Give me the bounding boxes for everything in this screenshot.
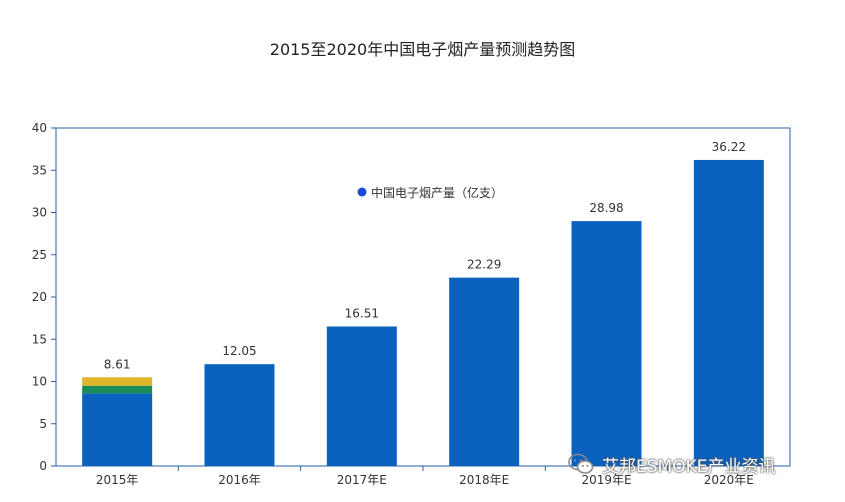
bar <box>449 277 520 466</box>
x-tick-label: 2016年 <box>218 473 261 487</box>
data-label: 16.51 <box>345 306 379 320</box>
wechat-icon <box>568 453 594 480</box>
y-tick-label: 15 <box>32 332 47 346</box>
plot-frame <box>55 127 791 467</box>
watermark-text: 艾邦ESMOKE产业资讯 <box>602 457 776 477</box>
bar <box>82 393 153 466</box>
data-label: 22.29 <box>467 258 501 272</box>
data-label: 12.05 <box>222 344 256 358</box>
y-tick-label: 10 <box>32 375 47 389</box>
bar <box>326 326 397 466</box>
chart-title: 2015至2020年中国电子烟产量预测趋势图 <box>269 40 576 59</box>
y-tick-label: 5 <box>39 417 47 431</box>
y-tick-label: 20 <box>32 290 47 304</box>
y-tick-label: 30 <box>32 206 47 220</box>
x-tick-label: 2018年E <box>459 473 509 487</box>
legend-marker <box>357 187 367 197</box>
watermark: 艾邦ESMOKE产业资讯 <box>568 452 775 480</box>
x-tick-label: 2015年 <box>96 473 139 487</box>
y-tick-label: 0 <box>39 459 47 473</box>
bar <box>693 159 764 467</box>
data-label: 28.98 <box>589 201 623 215</box>
y-tick-label: 25 <box>32 248 47 262</box>
y-tick-label: 35 <box>32 163 47 177</box>
legend-label: 中国电子烟产量（亿支） <box>371 185 503 200</box>
data-label: 8.61 <box>104 357 131 371</box>
data-label: 36.22 <box>712 140 746 154</box>
x-tick-label: 2017年E <box>337 473 387 487</box>
x-tick-label: 2019年E <box>581 473 631 487</box>
bar-overlay-segment <box>82 377 153 386</box>
bar-overlay-segment <box>82 385 153 394</box>
bar <box>571 221 642 466</box>
x-tick-label: 2020年E <box>704 473 754 487</box>
bar <box>204 364 275 466</box>
y-tick-label: 40 <box>32 121 47 135</box>
